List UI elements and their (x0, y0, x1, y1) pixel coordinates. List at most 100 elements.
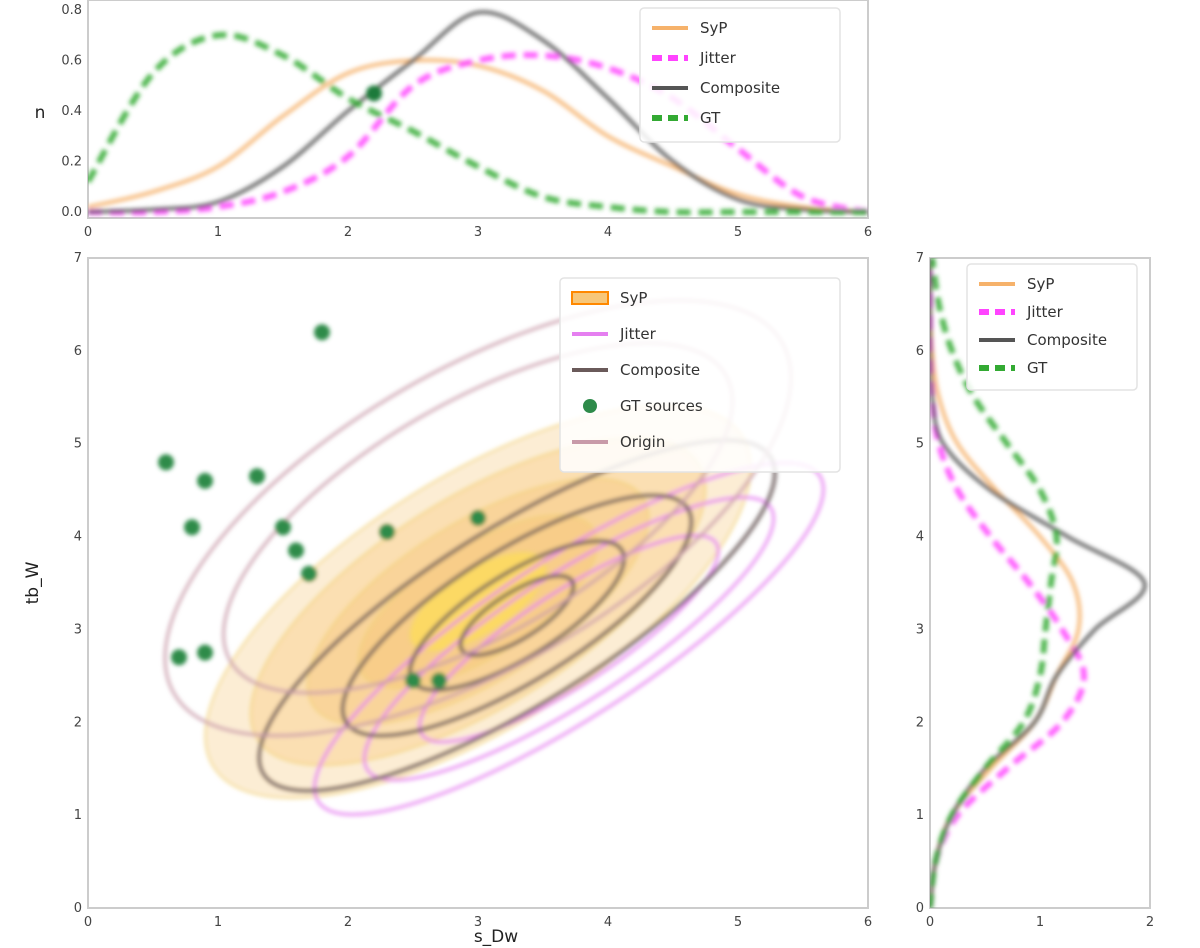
top-x-ticks: 0 1 2 3 4 5 6 (84, 225, 872, 240)
top-y-ticks: 0.0 0.2 0.4 0.6 0.8 (61, 3, 82, 220)
right-y-tick-label: 1 (916, 808, 924, 823)
joint-x-tick-label: 4 (604, 915, 612, 930)
right-y-tick-label: 3 (916, 622, 924, 637)
right-y-tick-label: 4 (916, 530, 924, 545)
right-panel-frame (929, 257, 1151, 909)
gt-source-point (379, 523, 395, 540)
top-panel-frame (87, 0, 869, 219)
right-legend-label: Composite (1027, 331, 1107, 349)
joint-x-axis-label: s_Dw (474, 927, 518, 947)
right-legend-label: GT (1027, 359, 1048, 377)
top-legend-label: Composite (700, 79, 780, 97)
joint-legend: SyP Jitter Composite GT sources Origin (559, 277, 841, 473)
top-y-axis-label: n (35, 103, 46, 123)
joint-y-tick-label: 1 (74, 808, 82, 823)
gt-source-point (184, 519, 200, 536)
joint-y-tick-label: 5 (74, 437, 82, 452)
top-x-tick-label: 3 (474, 225, 482, 240)
joint-panel: 0 1 2 3 4 5 6 7 0 1 2 3 4 5 6 s_Dw tb_W SyP Jitter Comp… (23, 251, 872, 947)
right-x-tick-label: 2 (1146, 915, 1154, 930)
top-legend-label: GT (700, 109, 721, 127)
top-y-tick-label: 0.6 (61, 54, 82, 69)
gt-source-point (275, 519, 291, 536)
joint-legend-swatch (583, 399, 597, 413)
contour-jitter-level-2 (362, 495, 776, 782)
right-x-tick-label: 1 (1036, 915, 1044, 930)
joint-x-tick-label: 0 (84, 915, 92, 930)
right-legend-label: Jitter (1026, 303, 1064, 321)
top-x-tick-label: 4 (604, 225, 612, 240)
top-line-composite (88, 10, 868, 214)
right-y-ticks: 0 1 2 3 4 5 6 7 (916, 251, 924, 916)
joint-y-tick-label: 0 (74, 901, 82, 916)
top-y-tick-label: 0.4 (61, 104, 82, 119)
contour-jitter-level-3 (418, 534, 720, 744)
top-marker-point (366, 85, 382, 102)
top-legend-box (639, 7, 841, 143)
joint-y-tick-label: 3 (74, 622, 82, 637)
right-legend: SyP Jitter Composite GT (966, 263, 1138, 391)
top-x-tick-label: 5 (734, 225, 742, 240)
top-y-tick-label: 0.8 (61, 3, 82, 18)
top-y-tick-label: 0.0 (61, 205, 82, 220)
right-y-tick-label: 7 (916, 251, 924, 266)
top-marginal-panel: 0.0 0.2 0.4 0.6 0.8 0 1 2 3 4 5 6 n SyP Jitter Compo… (35, 0, 872, 240)
joint-legend-label: Origin (620, 433, 665, 451)
top-x-tick-label: 1 (214, 225, 222, 240)
top-series-lines (88, 10, 868, 216)
joint-y-tick-label: 7 (74, 251, 82, 266)
gt-source-point (314, 324, 330, 341)
joint-x-tick-label: 6 (864, 915, 872, 930)
gt-source-point (405, 672, 421, 689)
top-line-gt (88, 31, 868, 216)
gt-source-point (197, 644, 213, 661)
joint-y-tick-label: 2 (74, 715, 82, 730)
top-x-tick-label: 6 (864, 225, 872, 240)
joint-legend-label: SyP (620, 289, 647, 307)
gt-source-point (288, 542, 304, 559)
gt-source-point (431, 672, 447, 689)
joint-y-axis-label: tb_W (23, 561, 43, 604)
joint-x-tick-label: 1 (214, 915, 222, 930)
contour-composite-level-4 (458, 573, 576, 658)
gt-source-point (171, 649, 187, 666)
joint-y-tick-label: 6 (74, 344, 82, 359)
right-y-tick-label: 2 (916, 715, 924, 730)
right-y-tick-label: 6 (916, 344, 924, 359)
right-y-tick-label: 5 (916, 437, 924, 452)
right-y-tick-label: 0 (916, 901, 924, 916)
right-legend-label: SyP (1027, 275, 1054, 293)
top-legend-label: Jitter (699, 49, 737, 67)
joint-x-tick-label: 3 (474, 915, 482, 930)
joint-legend-label: Jitter (619, 325, 657, 343)
top-line-syp (88, 58, 868, 214)
right-series-lines (930, 258, 1147, 908)
top-legend: SyP Jitter Composite GT (639, 7, 841, 143)
joint-gt-points (158, 324, 486, 689)
right-marginal-panel: 0 1 2 3 4 5 6 7 0 1 2 SyP Jitter Composite GT (916, 251, 1154, 930)
right-line-gt (930, 258, 1060, 908)
right-x-tick-label: 0 (926, 915, 934, 930)
joint-y-ticks: 0 1 2 3 4 5 6 7 (74, 251, 82, 916)
joint-legend-label: GT sources (620, 397, 703, 415)
contour-composite-level-2 (340, 493, 694, 738)
right-x-ticks: 0 1 2 (926, 915, 1154, 930)
top-x-tick-label: 0 (84, 225, 92, 240)
joint-x-ticks: 0 1 2 3 4 5 6 (84, 915, 872, 930)
gt-source-point (301, 565, 317, 582)
contour-jitter-level-1 (313, 461, 825, 817)
gt-source-point (158, 454, 174, 471)
gt-source-point (197, 472, 213, 489)
gt-source-point (249, 468, 265, 485)
joint-x-tick-label: 2 (344, 915, 352, 930)
top-y-tick-label: 0.2 (61, 155, 82, 170)
joint-panel-frame (87, 257, 869, 909)
joint-legend-label: Composite (620, 361, 700, 379)
gt-source-point (470, 510, 486, 526)
top-x-tick-label: 2 (344, 225, 352, 240)
top-legend-label: SyP (700, 19, 727, 37)
joint-legend-swatch (571, 291, 609, 305)
joint-legend-box (559, 277, 841, 473)
right-legend-box (966, 263, 1138, 391)
